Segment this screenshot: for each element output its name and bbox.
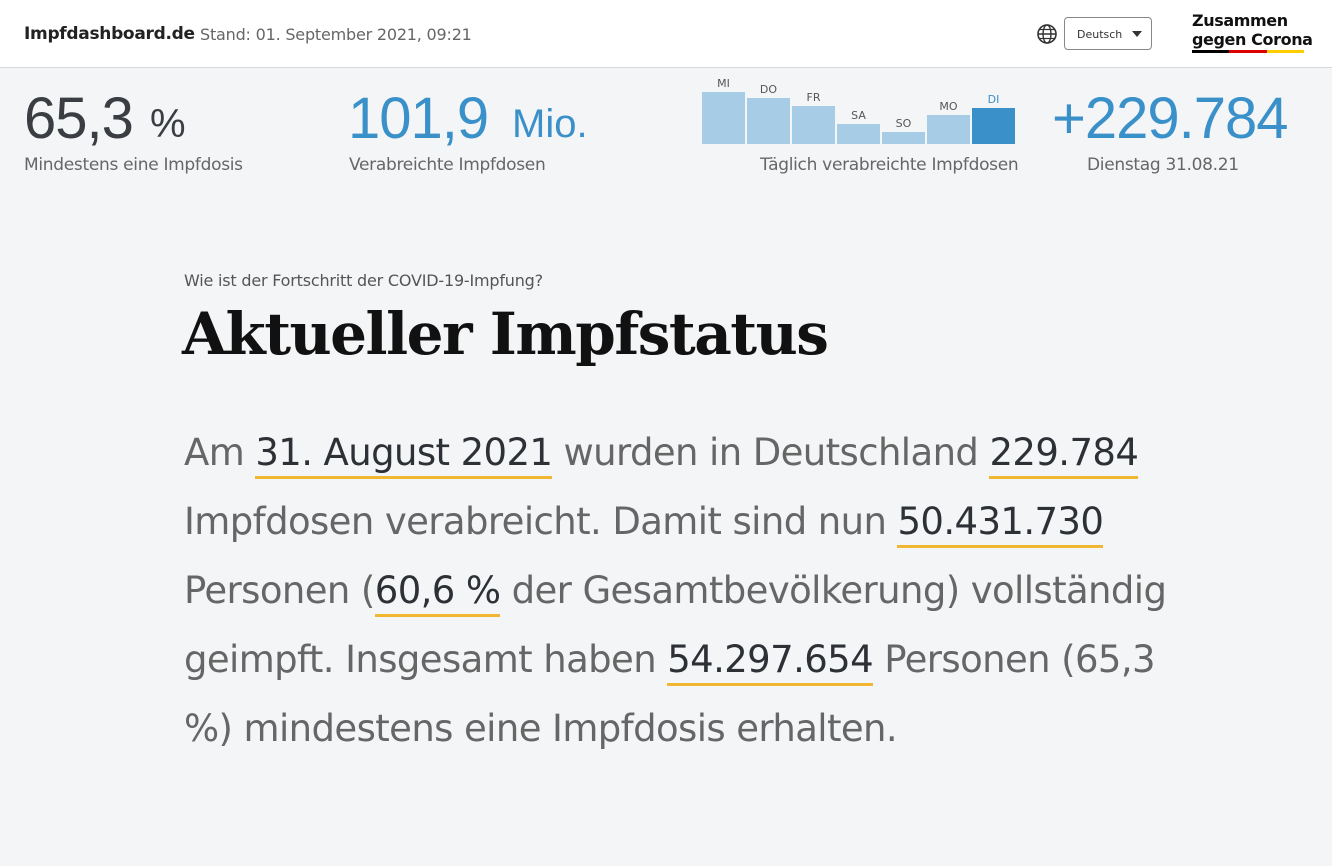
top-bar: Impfdashboard.de Stand: 01. September 20…	[0, 0, 1332, 68]
campaign-logo[interactable]: Zusammen gegen Corona	[1192, 11, 1313, 49]
chart-tick-mi: MI	[717, 77, 730, 90]
text-segment: der Gesamtbevölkerung) vollständig geimp…	[184, 569, 1167, 681]
daily-doses-chart[interactable]: MI DO FR SA SO MO DI	[702, 74, 1018, 146]
text-segment: Personen (65,3 %) mindestens eine Impfdo…	[184, 638, 1156, 750]
chevron-down-icon	[1132, 31, 1142, 37]
first-dose-value: 65,3	[24, 86, 134, 151]
highlight-fully-vaccinated: 50.431.730	[897, 500, 1104, 548]
chart-tick-sa: SA	[851, 109, 866, 122]
total-doses-unit: Mio.	[512, 102, 588, 146]
total-doses-value: 101,9	[348, 86, 489, 151]
language-select[interactable]: Deutsch	[1064, 17, 1152, 50]
daily-doses-label: Täglich verabreichte Impfdosen	[760, 155, 1019, 175]
campaign-flag-stripe	[1192, 50, 1304, 53]
text-segment: Am	[184, 431, 256, 474]
highlight-at-least-one: 54.297.654	[667, 638, 874, 686]
globe-icon[interactable]	[1036, 23, 1058, 45]
chart-bar-so[interactable]	[882, 132, 925, 144]
first-dose-label: Mindestens eine Impfdosis	[24, 155, 243, 175]
campaign-logo-line1: Zusammen	[1192, 11, 1288, 30]
page-title: Aktueller Impfstatus	[182, 300, 829, 368]
highlight-fully-pct: 60,6 %	[374, 569, 501, 617]
chart-bar-do[interactable]	[747, 98, 790, 144]
chart-bar-fr[interactable]	[792, 106, 835, 144]
chart-bar-di[interactable]	[972, 108, 1015, 144]
text-segment: Impfdosen verabreicht. Damit sind nun	[184, 500, 898, 543]
language-select-value: Deutsch	[1077, 28, 1123, 41]
highlight-daily-doses: 229.784	[989, 431, 1139, 479]
site-brand[interactable]: Impfdashboard.de	[24, 24, 195, 44]
chart-tick-mo: MO	[939, 100, 958, 113]
chart-bar-mo[interactable]	[927, 115, 970, 144]
campaign-logo-line2: gegen Corona	[1192, 30, 1313, 49]
chart-bar-sa[interactable]	[837, 124, 880, 144]
first-dose-unit: %	[150, 102, 186, 146]
chart-tick-so: SO	[895, 117, 912, 130]
section-kicker: Wie ist der Fortschritt der COVID-19-Imp…	[184, 271, 543, 290]
text-segment: wurden in Deutschland	[552, 431, 990, 474]
text-segment: Personen (	[184, 569, 375, 612]
highlight-date: 31. August 2021	[255, 431, 553, 479]
chart-tick-fr: FR	[806, 91, 821, 104]
status-paragraph: Am 31. August 2021 wurden in Deutschland…	[184, 418, 1174, 763]
chart-tick-do: DO	[759, 83, 778, 96]
latest-doses-value: +229.784	[1052, 86, 1289, 151]
chart-tick-di: DI	[987, 93, 1000, 106]
latest-doses-date: Dienstag 31.08.21	[1087, 155, 1239, 175]
last-updated: Stand: 01. September 2021, 09:21	[200, 25, 472, 44]
chart-bar-mi[interactable]	[702, 92, 745, 144]
total-doses-label: Verabreichte Impfdosen	[349, 155, 546, 175]
